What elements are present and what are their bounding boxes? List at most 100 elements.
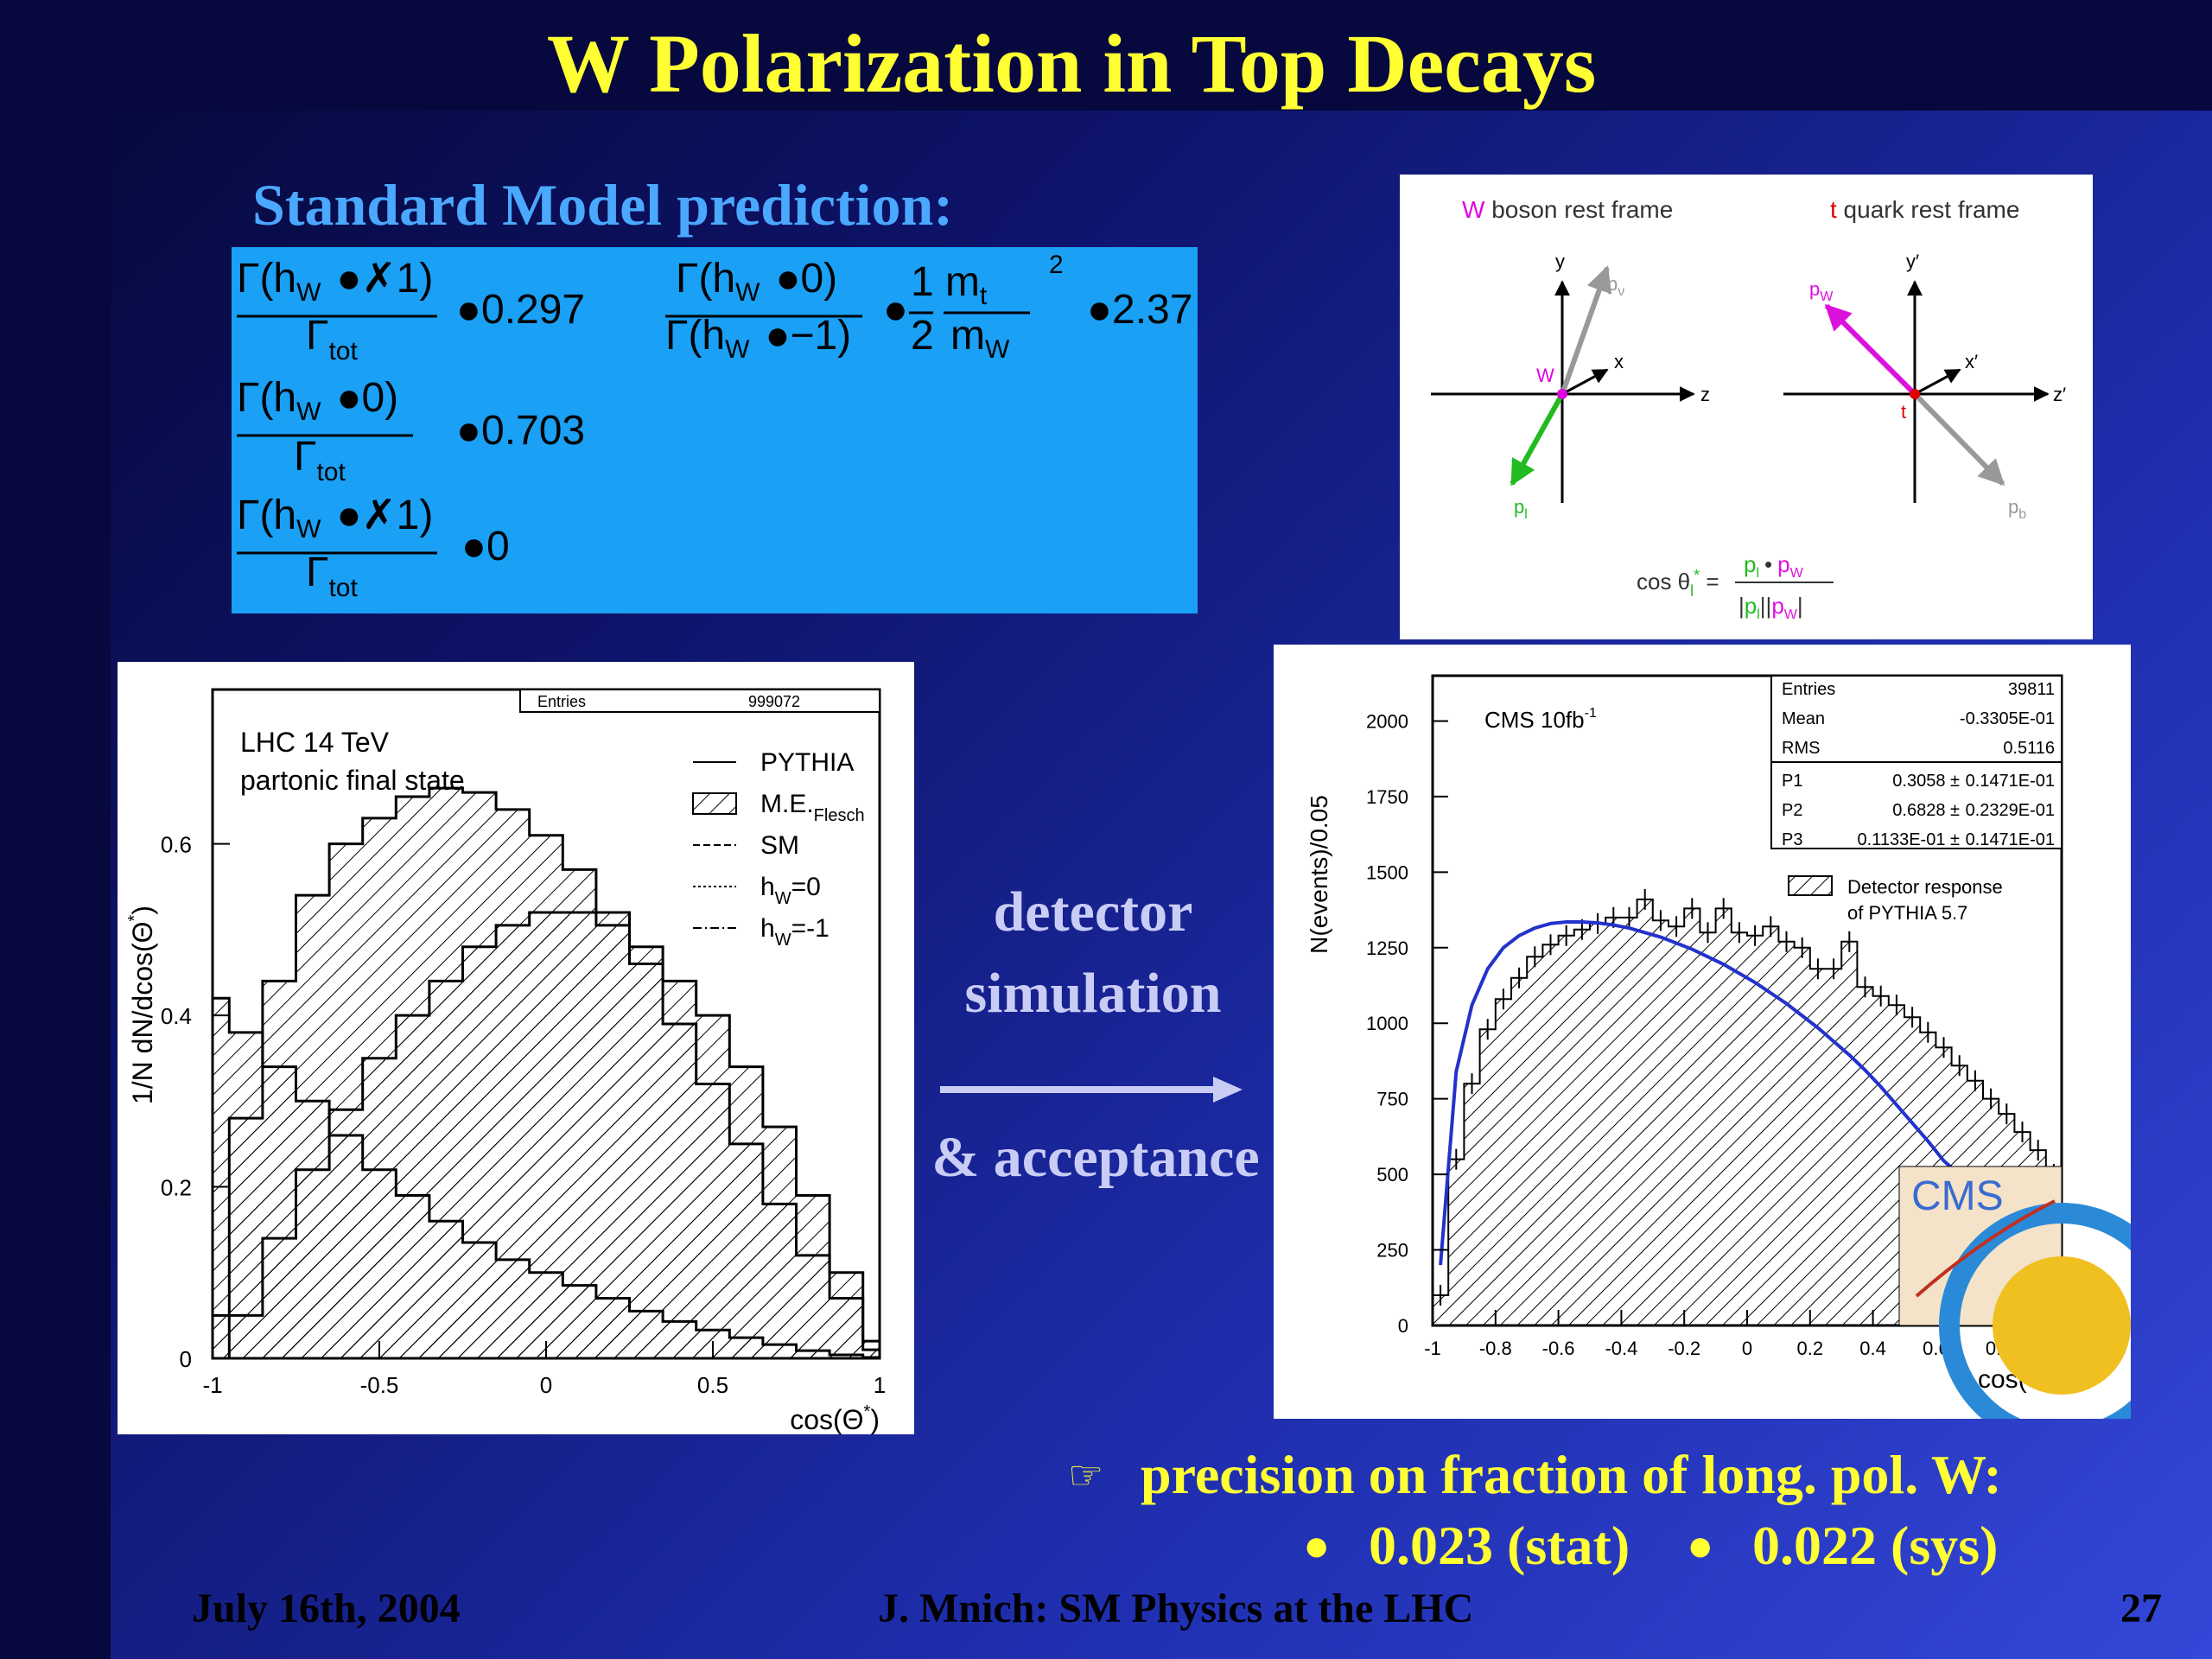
fit-param-name: P3 bbox=[1782, 830, 1802, 849]
cms-logo-track bbox=[1915, 1199, 2056, 1298]
legend-entry-sub: W bbox=[775, 931, 791, 950]
y-tick-label: 250 bbox=[1376, 1240, 1408, 1262]
stats-value: 0.5116 bbox=[2003, 739, 2055, 758]
panel-title-sup: -1 bbox=[1585, 706, 1597, 721]
x-axis-label-sup: * bbox=[864, 1402, 871, 1421]
y-tick-label: 1750 bbox=[1366, 786, 1408, 808]
panel-subtitle: partonic final state bbox=[240, 765, 465, 796]
legend-entry: hW=-1 bbox=[760, 914, 830, 950]
f1-denominator: Γtot bbox=[306, 313, 358, 365]
bulb-icon-2: ● bbox=[1687, 1522, 1714, 1571]
footer-page-number: 27 bbox=[2120, 1586, 2162, 1631]
y-tick-label: 0 bbox=[1398, 1315, 1408, 1337]
x-axis-label: cos(Θ*) bbox=[790, 1402, 880, 1434]
p-l-label: pl bbox=[1514, 496, 1528, 522]
x-tick-label: 0 bbox=[540, 1372, 552, 1398]
legend-entry: PYTHIA bbox=[760, 748, 854, 777]
t-frame-label: t quark rest frame bbox=[1830, 196, 2019, 223]
title-band bbox=[0, 0, 2212, 111]
series-hw-1 bbox=[211, 996, 881, 1360]
w-frame-label: W boson rest frame bbox=[1462, 196, 1673, 223]
bulb-icon-1: ● bbox=[1303, 1522, 1331, 1571]
b-quark-vector bbox=[1912, 391, 2005, 486]
x-tick-label: 0 bbox=[1742, 1338, 1752, 1359]
stats-label: Entries bbox=[537, 693, 586, 710]
stats-value: 39811 bbox=[2008, 680, 2055, 699]
acceptance-text: & acceptance bbox=[931, 1126, 1260, 1189]
lepton-vector bbox=[1510, 392, 1565, 486]
sm-prediction-heading: Standard Model prediction: bbox=[252, 172, 954, 238]
ratio-denominator: Γ(hW ●−1) bbox=[665, 313, 851, 364]
mw-symbol: mW bbox=[950, 313, 1010, 364]
x-tick-label: -0.4 bbox=[1605, 1338, 1637, 1359]
half-numerator: 1 bbox=[911, 259, 934, 305]
p-nu-label: pν bbox=[1607, 273, 1624, 299]
left-chart-svg: -1 -0.5 0 0.5 1 0 0.2 0.4 0.6 cos(Θ*) 1/N dN/dcos(… bbox=[125, 688, 886, 1435]
legend-entry: hW=0 bbox=[760, 873, 821, 908]
cos-theta-label: cos θl* = bbox=[1637, 567, 1719, 600]
y-axis-label: N(events)/0.05 bbox=[1306, 795, 1332, 954]
f3-numerator: Γ(hW ●✗1) bbox=[237, 493, 433, 543]
neutrino-vector bbox=[1560, 265, 1612, 396]
cos-numerator: pl • pW bbox=[1744, 551, 1804, 581]
cms-logo-core bbox=[1993, 1256, 2131, 1395]
x-tick-label: -0.5 bbox=[360, 1372, 399, 1398]
legend-entry-sub: Flesch bbox=[814, 806, 865, 825]
y-tick-label: 0.2 bbox=[161, 1175, 192, 1201]
y-tick-label: 2000 bbox=[1366, 710, 1408, 732]
formula-box: Γ(hW ●✗1) Γtot ●0.297 Γ(hW ●0) Γtot ●0.703… bbox=[232, 247, 1198, 613]
sys-error: 0.022 (sys) bbox=[1752, 1515, 1999, 1576]
stat-error: 0.023 (stat) bbox=[1369, 1515, 1630, 1576]
x-axis-label-close: ) bbox=[870, 1404, 880, 1434]
w-x-label: x bbox=[1614, 351, 1624, 372]
y-axis-label: 1/N dN/dcos(Θ*) bbox=[125, 906, 158, 1104]
partonic-distribution-chart: -1 -0.5 0 0.5 1 0 0.2 0.4 0.6 cos(Θ*) 1/N dN/dcos(… bbox=[118, 662, 914, 1435]
w-vector bbox=[1824, 303, 1917, 397]
legend-swatch bbox=[692, 792, 737, 815]
fit-param-error: 0.1471E-01 bbox=[1966, 772, 2055, 791]
fit-param-error: 0.1471E-01 bbox=[1966, 830, 2055, 849]
x-tick-label: -0.8 bbox=[1479, 1338, 1512, 1359]
x-tick-label: 0.4 bbox=[1859, 1338, 1886, 1359]
legend-entry-line2: of PYTHIA 5.7 bbox=[1847, 902, 1967, 924]
stats-box bbox=[519, 689, 880, 713]
y-tick-label: 1250 bbox=[1366, 938, 1408, 959]
stats-value: -0.3305E-01 bbox=[1960, 709, 2055, 728]
ratio-numerator: Γ(hW ●0) bbox=[676, 256, 837, 307]
legend-swatch bbox=[1788, 875, 1833, 896]
fit-param-error: 0.2329E-01 bbox=[1966, 801, 2055, 820]
ratio-bullet: ● bbox=[883, 287, 908, 333]
mt-symbol: mt bbox=[945, 259, 988, 310]
p-b-label: pb bbox=[2008, 496, 2026, 522]
fit-curve bbox=[1439, 920, 1961, 1266]
y-axis-label-sup: * bbox=[125, 914, 144, 921]
f3-denominator: Γtot bbox=[306, 550, 358, 602]
y-tick-label: 1000 bbox=[1366, 1013, 1408, 1034]
panel-title: CMS 10fb-1 bbox=[1484, 706, 1597, 733]
f2-denominator: Γtot bbox=[294, 434, 346, 486]
f2-numerator: Γ(hW ●0) bbox=[237, 375, 398, 426]
cos-denominator: |pl||pW| bbox=[1738, 593, 1803, 622]
x-tick-label: -0.6 bbox=[1542, 1338, 1575, 1359]
f3-value: ●0 bbox=[461, 524, 510, 569]
fit-param-name: P1 bbox=[1782, 772, 1802, 791]
y-tick-label: 0.6 bbox=[161, 832, 192, 858]
t-y-label: y′ bbox=[1906, 251, 1919, 272]
w-origin bbox=[1557, 389, 1567, 399]
cms-logo-text: CMS bbox=[1911, 1173, 2004, 1219]
x-tick-label: 0.2 bbox=[1797, 1338, 1824, 1359]
w-point-label: W bbox=[1536, 365, 1554, 386]
p-w-label: pW bbox=[1809, 278, 1834, 304]
ratio-value: ●2.37 bbox=[1087, 287, 1192, 333]
t-z-label: z′ bbox=[2053, 384, 2066, 405]
t-origin bbox=[1910, 389, 1920, 399]
w-z-label: z bbox=[1700, 384, 1710, 405]
half-denominator: 2 bbox=[911, 313, 934, 359]
f1-numerator: Γ(hW ●✗1) bbox=[237, 256, 433, 307]
stats-name: Mean bbox=[1782, 709, 1825, 728]
formula-svg: Γ(hW ●✗1) Γtot ●0.297 Γ(hW ●0) Γtot ●0.703… bbox=[237, 251, 1192, 602]
legend-entry-suffix: =0 bbox=[791, 873, 821, 901]
fit-param-value: 0.6828 ± bbox=[1892, 801, 1960, 820]
y-tick-label: 500 bbox=[1376, 1164, 1408, 1185]
t-point-label: t bbox=[1901, 401, 1906, 423]
